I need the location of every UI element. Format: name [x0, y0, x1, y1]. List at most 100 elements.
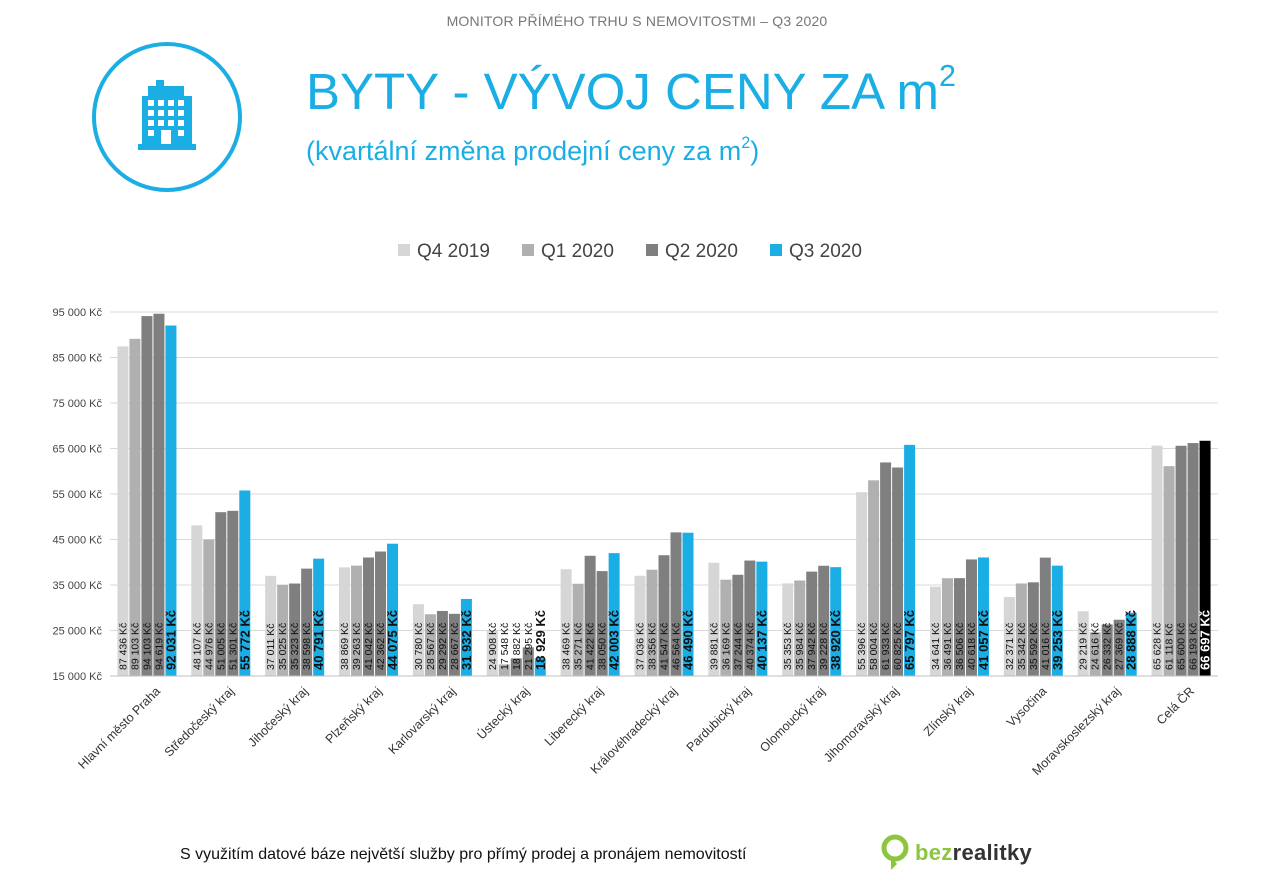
category-label: Celá ČR: [1153, 684, 1197, 728]
bar: [634, 575, 646, 676]
data-label: 36 491 Kč: [942, 623, 954, 670]
bar: [1151, 445, 1163, 676]
data-label: 36 506 Kč: [954, 623, 966, 670]
data-label: 41 016 Kč: [1040, 623, 1052, 670]
data-label: 35 323 Kč: [289, 623, 301, 670]
category-label: Olomoucký kraj: [757, 684, 828, 755]
data-label: 38 469 Kč: [561, 623, 573, 670]
data-label: 28 888 Kč: [1124, 610, 1139, 670]
bar: [277, 584, 289, 676]
category-label: Plzeňský kraj: [323, 684, 385, 746]
bar: [412, 604, 424, 676]
bar: [794, 580, 806, 676]
category-label: Pardubický kraj: [684, 684, 754, 754]
bar: [203, 539, 215, 676]
data-label: 46 490 Kč: [681, 610, 696, 670]
legend-label: Q4 2019: [417, 241, 490, 262]
bar: [486, 630, 498, 676]
data-label: 44 976 Kč: [203, 623, 215, 670]
data-label: 55 772 Kč: [237, 610, 252, 670]
data-label: 58 004 Kč: [868, 623, 880, 670]
y-tick-label: 35 000 Kč: [52, 580, 102, 592]
bar: [596, 571, 608, 676]
bar: [448, 613, 460, 676]
bar: [1077, 611, 1089, 676]
data-label: 51 005 Kč: [215, 623, 227, 670]
bar: [608, 553, 620, 676]
bar: [682, 532, 694, 676]
bar: [339, 567, 351, 676]
bar: [1199, 440, 1211, 676]
bar: [1113, 619, 1125, 676]
bar: [856, 492, 868, 676]
bar: [929, 586, 941, 676]
data-label: 41 422 Kč: [585, 623, 597, 670]
bar: [301, 568, 313, 676]
data-label: 89 103 Kč: [129, 623, 141, 670]
bar: [153, 313, 165, 676]
data-label: 18 929 Kč: [533, 610, 548, 670]
bar: [1163, 466, 1175, 676]
bar: [868, 480, 880, 676]
bar: [1015, 583, 1027, 676]
data-label: 37 011 Kč: [265, 623, 277, 670]
bar: [129, 338, 141, 676]
y-tick-label: 95 000 Kč: [52, 307, 102, 319]
bar: [424, 614, 436, 676]
data-label: 24 616 Kč: [1090, 623, 1102, 670]
bar: [1187, 443, 1199, 676]
data-label: 18 882 Kč: [511, 623, 523, 670]
bar: [965, 559, 977, 676]
legend-label: Q2 2020: [665, 241, 738, 262]
legend-swatch: [646, 244, 658, 256]
building-logo: [92, 42, 242, 192]
bar: [1051, 565, 1063, 676]
data-label: 38 598 Kč: [301, 623, 313, 670]
bar: [744, 560, 756, 676]
legend-swatch: [522, 244, 534, 256]
data-label: 35 271 Kč: [573, 623, 585, 670]
bar: [1175, 445, 1187, 676]
bar: [941, 578, 953, 676]
category-label: Středočeský kraj: [162, 684, 237, 759]
bar: [117, 346, 129, 676]
bar: [977, 557, 989, 676]
data-label: 17 548 Kč: [499, 623, 511, 670]
data-label: 41 547 Kč: [659, 623, 671, 670]
data-label: 42 362 Kč: [375, 623, 387, 670]
bar: [289, 583, 301, 676]
bar: [239, 490, 251, 676]
bar: [806, 571, 818, 676]
bar: [351, 565, 363, 676]
data-label: 30 780 Kč: [413, 623, 425, 670]
bar: [522, 647, 534, 676]
bar: [1089, 632, 1101, 676]
bar: [215, 512, 227, 676]
data-label: 29 292 Kč: [437, 623, 449, 670]
data-label: 36 169 Kč: [720, 623, 732, 670]
data-label: 26 332 Kč: [1102, 623, 1114, 670]
bar: [191, 525, 203, 676]
bar: [646, 569, 658, 676]
bar: [363, 557, 375, 676]
bar: [708, 562, 720, 676]
data-label: 39 228 Kč: [818, 623, 830, 670]
data-label: 41 042 Kč: [363, 623, 375, 670]
data-label: 51 301 Kč: [227, 623, 239, 670]
bar: [1125, 612, 1137, 676]
legend-swatch: [770, 244, 782, 256]
report-top-title: MONITOR PŘÍMÉHO TRHU S NEMOVITOSTMI – Q3…: [446, 13, 828, 29]
data-label: 65 797 Kč: [902, 610, 917, 670]
bar: [387, 543, 399, 676]
data-label: 41 057 Kč: [976, 610, 991, 670]
bar: [782, 583, 794, 676]
data-label: 42 003 Kč: [607, 610, 622, 670]
main-title: BYTY - VÝVOJ CENY ZA m2: [306, 59, 956, 120]
data-label: 37 244 Kč: [732, 623, 744, 670]
data-label: 92 031 Kč: [163, 610, 178, 670]
bar: [560, 569, 572, 676]
data-label: 48 107 Kč: [191, 623, 203, 670]
bar: [436, 610, 448, 676]
data-label: 35 342 Kč: [1016, 623, 1028, 670]
